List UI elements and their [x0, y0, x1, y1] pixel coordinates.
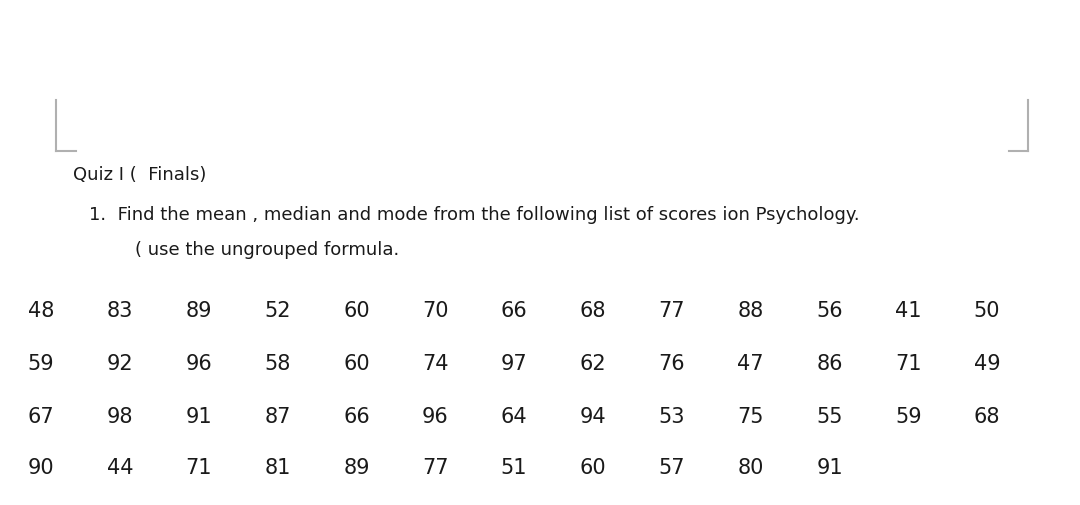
Text: 44: 44 — [107, 457, 133, 477]
Text: 75: 75 — [738, 407, 764, 427]
Text: 59: 59 — [28, 354, 54, 374]
Text: 71: 71 — [895, 354, 921, 374]
Text: 86: 86 — [816, 354, 842, 374]
Text: 50: 50 — [974, 300, 1000, 321]
Text: 52: 52 — [265, 300, 291, 321]
Text: 49: 49 — [974, 354, 1000, 374]
Text: 60: 60 — [580, 457, 606, 477]
Text: ( use the ungrouped formula.: ( use the ungrouped formula. — [89, 241, 399, 259]
Text: 92: 92 — [107, 354, 133, 374]
Text: 77: 77 — [659, 300, 685, 321]
Text: 70: 70 — [422, 300, 448, 321]
Text: 80: 80 — [738, 457, 764, 477]
Text: 91: 91 — [186, 407, 212, 427]
Text: 89: 89 — [186, 300, 212, 321]
Text: 96: 96 — [186, 354, 212, 374]
Text: 47: 47 — [738, 354, 764, 374]
Text: 96: 96 — [422, 407, 448, 427]
Text: 71: 71 — [186, 457, 212, 477]
Text: Quiz I (  Finals): Quiz I ( Finals) — [73, 165, 206, 183]
Text: 77: 77 — [422, 457, 448, 477]
Text: 76: 76 — [659, 354, 685, 374]
Text: 67: 67 — [28, 407, 54, 427]
Text: 59: 59 — [895, 407, 921, 427]
Text: 58: 58 — [265, 354, 291, 374]
Text: 98: 98 — [107, 407, 133, 427]
Text: 60: 60 — [343, 300, 369, 321]
Text: 74: 74 — [422, 354, 448, 374]
Text: 83: 83 — [107, 300, 133, 321]
Text: 51: 51 — [501, 457, 527, 477]
Text: 64: 64 — [501, 407, 527, 427]
Text: 41: 41 — [895, 300, 921, 321]
Text: 90: 90 — [28, 457, 54, 477]
Text: 1.  Find the mean , median and mode from the following list of scores ion Psycho: 1. Find the mean , median and mode from … — [89, 206, 860, 224]
Text: 57: 57 — [659, 457, 685, 477]
Text: 87: 87 — [265, 407, 291, 427]
Text: 62: 62 — [580, 354, 606, 374]
Text: 97: 97 — [501, 354, 527, 374]
Text: 91: 91 — [816, 457, 842, 477]
Text: 66: 66 — [343, 407, 369, 427]
Text: 81: 81 — [265, 457, 291, 477]
Text: 66: 66 — [501, 300, 527, 321]
Text: 89: 89 — [343, 457, 369, 477]
Text: 68: 68 — [580, 300, 606, 321]
Text: 68: 68 — [974, 407, 1000, 427]
Text: 53: 53 — [659, 407, 685, 427]
Text: 55: 55 — [816, 407, 842, 427]
Text: 56: 56 — [816, 300, 842, 321]
Text: 94: 94 — [580, 407, 606, 427]
Text: 60: 60 — [343, 354, 369, 374]
Text: 48: 48 — [28, 300, 54, 321]
Text: 88: 88 — [738, 300, 764, 321]
